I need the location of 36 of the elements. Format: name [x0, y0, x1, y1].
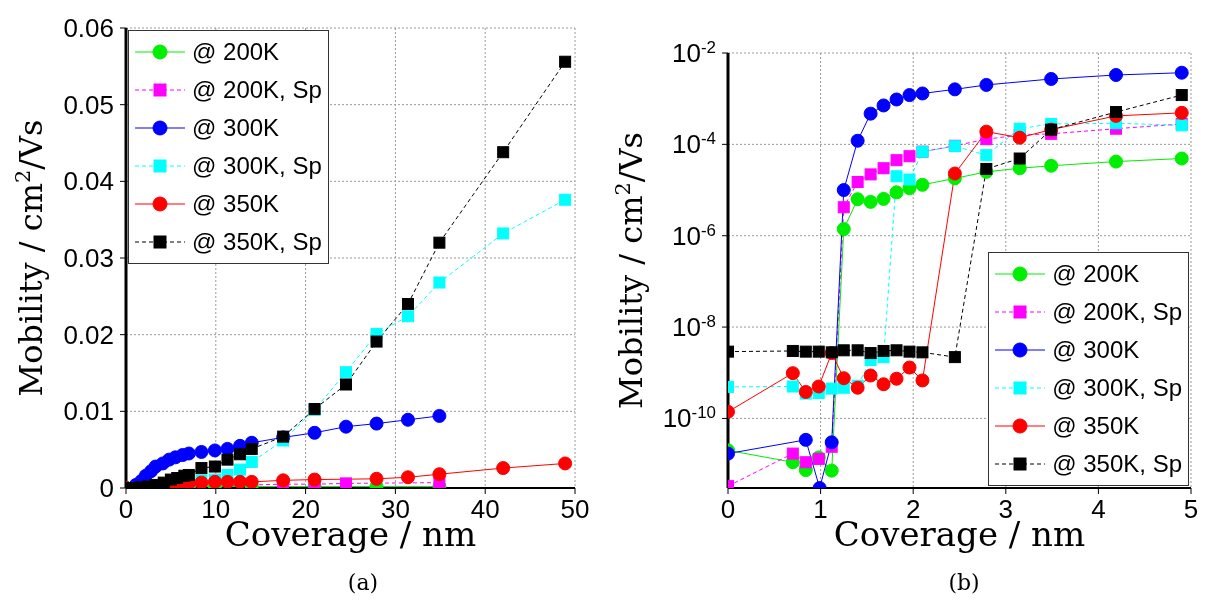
y-tick-label: 0.01 — [63, 396, 114, 427]
y-tick-label: 10$^{-4}$ — [672, 128, 716, 160]
legend-label: @ 350K — [192, 190, 280, 218]
y-tick-label: 0.04 — [63, 166, 114, 197]
text: (b) — [947, 570, 981, 595]
y-tick-label: 10$^{-10}$ — [662, 402, 716, 434]
x-tick-label: 4 — [1091, 494, 1106, 524]
x-tick-label: 50 — [560, 494, 590, 524]
legend-label: @ 350K, Sp — [192, 228, 322, 256]
x-tick-label: 40 — [470, 494, 500, 524]
y-tick-label: 0.05 — [63, 89, 114, 120]
legend-label: @ 200K, Sp — [1052, 298, 1182, 326]
legend-label: @ 200K, Sp — [192, 76, 322, 104]
x-tick-label: 3 — [998, 494, 1014, 524]
legend-label: @ 200K — [1052, 260, 1140, 288]
y-tick-label: 0 — [99, 473, 114, 503]
y-tick-label: 10$^{-6}$ — [672, 220, 716, 251]
legend-label: @ 300K, Sp — [1052, 374, 1182, 402]
x-tick-label: 0 — [118, 494, 134, 524]
legend-label: @ 350K, Sp — [1052, 450, 1182, 478]
legend-label: @ 300K — [192, 114, 280, 142]
y-tick-label: 0.03 — [63, 243, 114, 273]
y-tick-label: 0.02 — [63, 319, 114, 350]
x-tick-label: 5 — [1183, 494, 1199, 524]
x-tick-label: 1 — [813, 494, 828, 524]
y-tick-label: 10$^{-8}$ — [672, 311, 716, 343]
legend-label: @ 300K — [1052, 336, 1140, 364]
legend-label: @ 200K — [192, 38, 280, 66]
text: (a) — [346, 570, 380, 595]
x-tick-label: 10 — [201, 494, 231, 524]
y-tick-label: 0.06 — [63, 13, 114, 43]
legend-label: @ 350K — [1052, 412, 1140, 440]
y-tick-label: 10$^{-2}$ — [672, 37, 716, 68]
legend-label: @ 300K, Sp — [192, 152, 322, 180]
x-tick-label: 0 — [720, 494, 736, 524]
x-tick-label: 20 — [291, 494, 321, 524]
